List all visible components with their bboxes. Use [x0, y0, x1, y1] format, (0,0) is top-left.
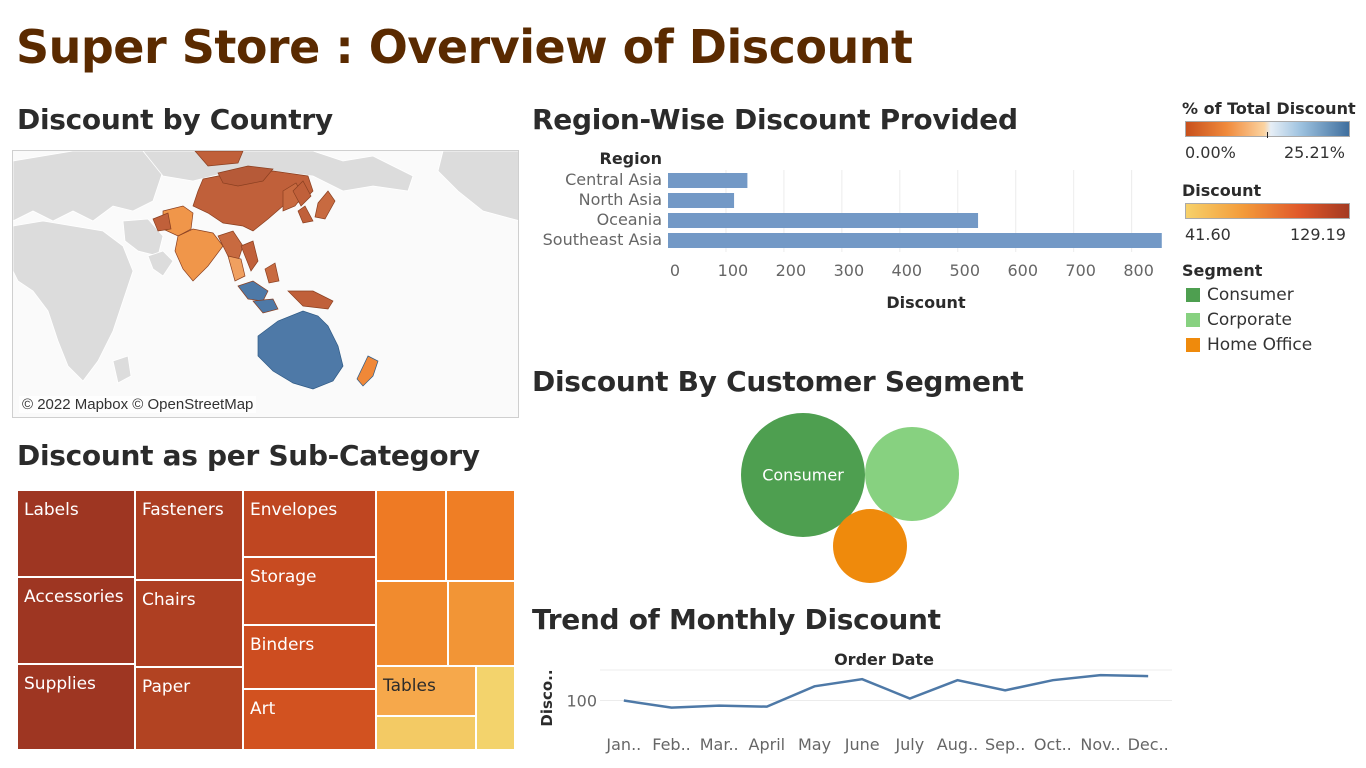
bar-tick-label: 100: [718, 261, 749, 280]
segment-section-title: Discount By Customer Segment: [532, 365, 1024, 398]
treemap-cell-tables[interactable]: Tables: [376, 666, 476, 716]
bar-tick-label: 600: [1007, 261, 1038, 280]
bar-tick-label: 300: [834, 261, 865, 280]
map-base-land: [13, 151, 518, 384]
treemap-label: Fasteners: [142, 500, 224, 520]
treemap-cell-unlabeled-4[interactable]: [448, 581, 515, 666]
line-x-tick-label: June: [844, 735, 880, 754]
pct-total-ramp-marker: [1267, 132, 1268, 138]
segment-legend-title: Segment: [1182, 261, 1263, 280]
pct-total-min: 0.00%: [1185, 143, 1236, 162]
bar-tick-label: 500: [949, 261, 980, 280]
bar-tick-label: 200: [776, 261, 807, 280]
treemap-label: Paper: [142, 677, 191, 697]
bubble-consumer[interactable]: Consumer: [741, 413, 865, 537]
map-oceania-countries: [257, 310, 379, 390]
treemap-label: Supplies: [24, 674, 96, 694]
line-x-tick-label: Oct..: [1034, 735, 1072, 754]
map-canvas[interactable]: [13, 151, 519, 418]
line-x-tick-label: Dec..: [1128, 735, 1169, 754]
country-section-title: Discount by Country: [17, 103, 333, 136]
bar-category-label: Central Asia: [565, 170, 662, 189]
subcategory-treemap[interactable]: Labels Accessories Supplies Fasteners Ch…: [17, 490, 515, 750]
treemap-cell-fasteners[interactable]: Fasteners: [135, 490, 243, 580]
bar-tick-label: 800: [1123, 261, 1154, 280]
monthly-trend-svg[interactable]: Order Date 100 Disco.. Jan.. Feb.. Mar.. April…: [530, 648, 1190, 760]
line-y-axis-label: Disco..: [538, 669, 556, 726]
bar-southeast-asia[interactable]: [668, 233, 1162, 248]
region-section-title: Region-Wise Discount Provided: [532, 103, 1018, 136]
discount-legend-max: 129.19: [1290, 225, 1346, 244]
treemap-cell-binders[interactable]: Binders: [243, 625, 376, 689]
bar-north-asia[interactable]: [668, 193, 735, 208]
treemap-cell-unlabeled-3[interactable]: [376, 581, 448, 666]
line-series-discount[interactable]: [623, 673, 1149, 709]
map-attribution[interactable]: © 2022 Mapbox © OpenStreetMap: [19, 396, 257, 413]
treemap-label: Tables: [383, 676, 436, 696]
treemap-cell-unlabeled-5[interactable]: [376, 716, 476, 750]
line-x-tick-label: April: [749, 735, 786, 754]
bubble-label: Consumer: [762, 465, 844, 485]
treemap-cell-supplies[interactable]: Supplies: [17, 664, 135, 750]
bar-category-label: Southeast Asia: [543, 230, 662, 249]
map-north-asia-countries: [297, 190, 336, 224]
treemap-cell-paper[interactable]: Paper: [135, 667, 243, 750]
treemap-label: Labels: [24, 500, 79, 520]
line-x-tick-label: July: [894, 735, 924, 754]
treemap-label: Envelopes: [250, 500, 338, 520]
pct-total-max: 25.21%: [1284, 143, 1346, 162]
trend-section-title: Trend of Monthly Discount: [532, 603, 941, 636]
treemap-label: Accessories: [24, 587, 124, 607]
discount-color-ramp: [1185, 203, 1350, 219]
treemap-cell-unlabeled-2[interactable]: [446, 490, 515, 581]
legend-label: Corporate: [1207, 310, 1292, 330]
line-x-axis-title: Order Date: [834, 650, 934, 669]
treemap-label: Storage: [250, 567, 317, 587]
discount-legend-min: 41.60: [1185, 225, 1231, 244]
map-asia-countries: [152, 151, 334, 314]
treemap-cell-accessories[interactable]: Accessories: [17, 577, 135, 664]
treemap-cell-storage[interactable]: Storage: [243, 557, 376, 625]
treemap-cell-unlabeled-6[interactable]: [476, 666, 515, 750]
line-x-tick-label: Mar..: [700, 735, 739, 754]
legend-label: Home Office: [1207, 335, 1313, 355]
legend-label: Consumer: [1207, 285, 1294, 305]
treemap-cell-chairs[interactable]: Chairs: [135, 580, 243, 667]
bar-tick-label: 700: [1065, 261, 1096, 280]
dashboard-title: Super Store : Overview of Discount: [16, 20, 913, 74]
line-x-tick-label: Jan..: [605, 735, 641, 754]
bar-oceania[interactable]: [668, 213, 979, 228]
line-x-tick-label: Nov..: [1080, 735, 1120, 754]
bar-central-asia[interactable]: [668, 173, 748, 188]
treemap-cell-envelopes[interactable]: Envelopes: [243, 490, 376, 557]
line-x-tick-label: Feb..: [652, 735, 691, 754]
treemap-label: Binders: [250, 635, 315, 655]
bubble-home-office[interactable]: [833, 509, 907, 583]
line-x-tick-label: Sep..: [985, 735, 1025, 754]
discount-legend-title: Discount: [1182, 181, 1262, 200]
line-x-tick-label: Aug..: [937, 735, 978, 754]
treemap-cell-art[interactable]: Art: [243, 689, 376, 750]
treemap-label: Art: [250, 699, 276, 719]
bar-category-label: North Asia: [579, 190, 662, 209]
bar-tick-label: 0: [670, 261, 680, 280]
legend-swatch: [1186, 338, 1200, 352]
legend-swatch: [1186, 313, 1200, 327]
treemap-cell-unlabeled-1[interactable]: [376, 490, 446, 581]
bar-category-label: Oceania: [597, 210, 662, 229]
bar-tick-label: 400: [892, 261, 923, 280]
discount-map[interactable]: © 2022 Mapbox © OpenStreetMap: [12, 150, 519, 418]
subcategory-section-title: Discount as per Sub-Category: [17, 439, 480, 472]
line-y-tick-label: 100: [566, 692, 597, 711]
pct-total-legend-title: % of Total Discount: [1182, 99, 1356, 118]
bar-category-header: Region: [600, 149, 663, 168]
line-x-tick-label: May: [798, 735, 831, 754]
bubble-corporate[interactable]: [865, 427, 959, 521]
treemap-cell-labels[interactable]: Labels: [17, 490, 135, 577]
legend-swatch: [1186, 288, 1200, 302]
bar-x-axis-label: Discount: [886, 293, 966, 312]
treemap-label: Chairs: [142, 590, 196, 610]
